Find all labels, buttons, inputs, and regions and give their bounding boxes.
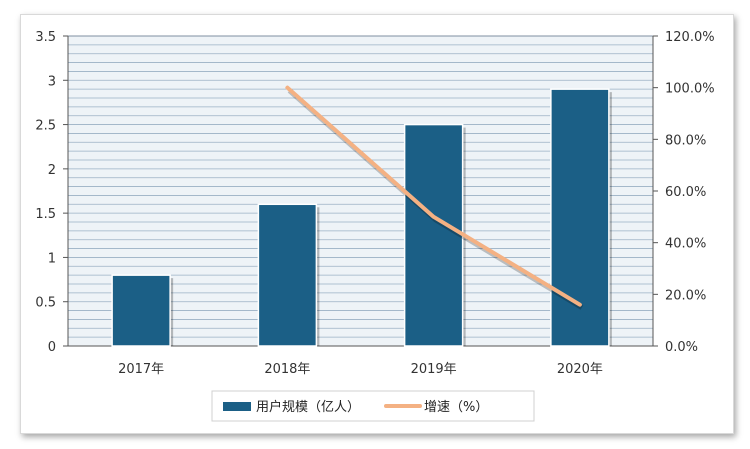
right-tick-label: 20.0% <box>665 288 706 303</box>
legend-label-bar: 用户规模（亿人） <box>256 399 360 415</box>
bar <box>403 123 464 347</box>
left-tick-label: 0.5 <box>35 296 56 311</box>
left-tick-label: 3 <box>48 74 56 89</box>
line-series <box>285 85 584 310</box>
x-axis-ticks: 2017年 2018年 2019年 2020年 <box>118 362 603 377</box>
legend-label-line: 增速（%） <box>424 400 488 415</box>
legend-swatch-bar <box>223 402 251 411</box>
bar <box>111 274 171 347</box>
right-tick-label: 80.0% <box>665 133 706 148</box>
left-axis-ticks: 0 0.5 1 1.5 2 2.5 3 3.5 <box>35 30 68 355</box>
bar <box>257 203 318 347</box>
right-tick-label: 0.0% <box>665 340 698 355</box>
x-tick-label: 2020年 <box>557 362 603 377</box>
right-tick-label: 120.0% <box>665 30 715 45</box>
x-tick-label: 2017年 <box>118 362 164 377</box>
legend: 用户规模（亿人） 增速（%） <box>211 390 535 422</box>
right-tick-label: 100.0% <box>665 82 715 97</box>
left-tick-label: 1 <box>48 251 56 266</box>
left-tick-label: 1.5 <box>35 207 56 222</box>
x-tick-label: 2019年 <box>411 362 457 377</box>
left-tick-label: 2 <box>48 163 56 178</box>
left-tick-label: 0 <box>48 340 56 355</box>
right-tick-label: 40.0% <box>665 237 706 252</box>
legend-box <box>211 390 535 422</box>
x-tick-label: 2018年 <box>264 362 310 377</box>
left-tick-label: 2.5 <box>35 119 56 134</box>
left-tick-label: 3.5 <box>35 30 56 45</box>
right-tick-label: 60.0% <box>665 185 706 200</box>
right-axis-ticks: 0.0% 20.0% 40.0% 60.0% 80.0% 100.0% 120.0% <box>653 30 715 355</box>
